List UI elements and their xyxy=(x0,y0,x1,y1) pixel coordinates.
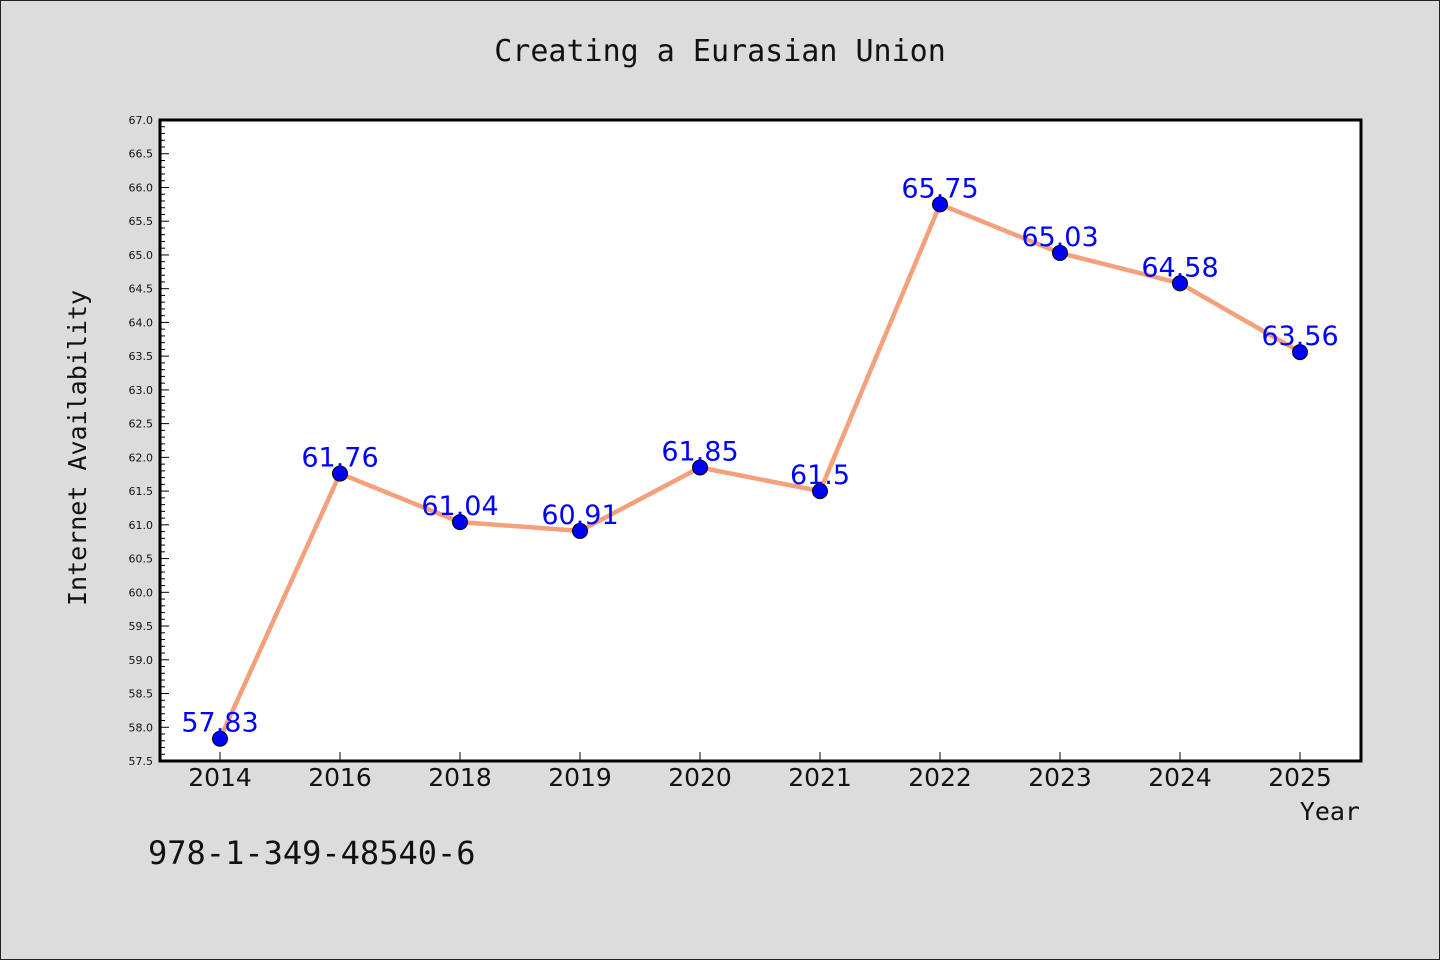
x-tick-label: 2018 xyxy=(428,763,492,792)
y-tick-label: 61.5 xyxy=(129,485,154,498)
data-label: 61.76 xyxy=(301,443,378,474)
y-tick-label: 58.5 xyxy=(129,688,154,701)
y-tick-label: 66.5 xyxy=(129,148,154,161)
data-labels: 57.83 61.76 61.04 60.91 61.85 61.5 65.75 65.03 6… xyxy=(181,173,1338,738)
data-label: 65.75 xyxy=(901,173,978,204)
data-point xyxy=(332,465,348,482)
data-label: 60.91 xyxy=(541,500,618,531)
data-point xyxy=(572,522,588,539)
data-point xyxy=(1292,344,1308,361)
x-tick-label: 2023 xyxy=(1028,763,1092,792)
y-tick-label: 59.0 xyxy=(129,654,154,667)
y-axis: 57.5 58.0 58.5 59.0 59.5 60.0 60.5 61.0 61.5 62.0… xyxy=(129,114,169,768)
x-axis: 2014 2016 2018 2019 2020 2021 2022 2023 2024 2025 xyxy=(188,752,1332,792)
data-label: 61.5 xyxy=(790,460,850,491)
y-tick-label: 62.5 xyxy=(129,418,154,431)
y-tick-label: 66.0 xyxy=(129,181,154,194)
y-tick-label: 64.0 xyxy=(129,316,154,329)
x-tick-label: 2025 xyxy=(1268,763,1332,792)
data-label: 65.03 xyxy=(1021,222,1098,253)
data-point xyxy=(812,483,828,500)
y-tick-label: 65.5 xyxy=(129,215,154,228)
data-label: 64.58 xyxy=(1141,252,1218,283)
x-tick-label: 2016 xyxy=(308,763,372,792)
data-point xyxy=(452,514,468,531)
x-axis-label: Year xyxy=(1300,797,1360,826)
data-point xyxy=(932,196,948,213)
chart-title: Creating a Eurasian Union xyxy=(494,34,946,69)
x-tick-label: 2014 xyxy=(188,763,252,792)
data-label: 61.85 xyxy=(661,436,738,467)
y-tick-label: 61.0 xyxy=(129,519,154,532)
x-tick-label: 2021 xyxy=(788,763,852,792)
x-tick-label: 2019 xyxy=(548,763,612,792)
data-point xyxy=(692,459,708,476)
y-axis-label: Internet Availability xyxy=(63,290,92,606)
data-label: 63.56 xyxy=(1261,321,1338,352)
x-tick-label: 2024 xyxy=(1148,763,1212,792)
y-tick-label: 62.0 xyxy=(129,451,154,464)
x-tick-label: 2022 xyxy=(908,763,972,792)
x-tick-label: 2020 xyxy=(668,763,732,792)
y-tick-label: 57.5 xyxy=(129,755,154,768)
data-point xyxy=(1172,275,1188,292)
y-tick-label: 65.0 xyxy=(129,249,154,262)
y-tick-label: 59.5 xyxy=(129,620,154,633)
y-tick-label: 64.5 xyxy=(129,283,154,296)
data-label: 61.04 xyxy=(421,491,498,522)
y-tick-label: 60.0 xyxy=(129,586,154,599)
data-label: 57.83 xyxy=(181,708,258,739)
data-point xyxy=(1052,244,1068,261)
series-markers xyxy=(212,196,1308,747)
y-tick-label: 60.5 xyxy=(129,553,154,566)
y-tick-label: 58.0 xyxy=(129,721,154,734)
data-point xyxy=(212,730,228,747)
y-tick-label: 63.5 xyxy=(129,350,154,363)
y-tick-label: 63.0 xyxy=(129,384,154,397)
y-tick-label: 67.0 xyxy=(129,114,154,127)
plot-area xyxy=(158,118,1363,763)
isbn-code: 978-1-349-48540-6 xyxy=(148,834,476,872)
series-line xyxy=(217,202,1302,740)
